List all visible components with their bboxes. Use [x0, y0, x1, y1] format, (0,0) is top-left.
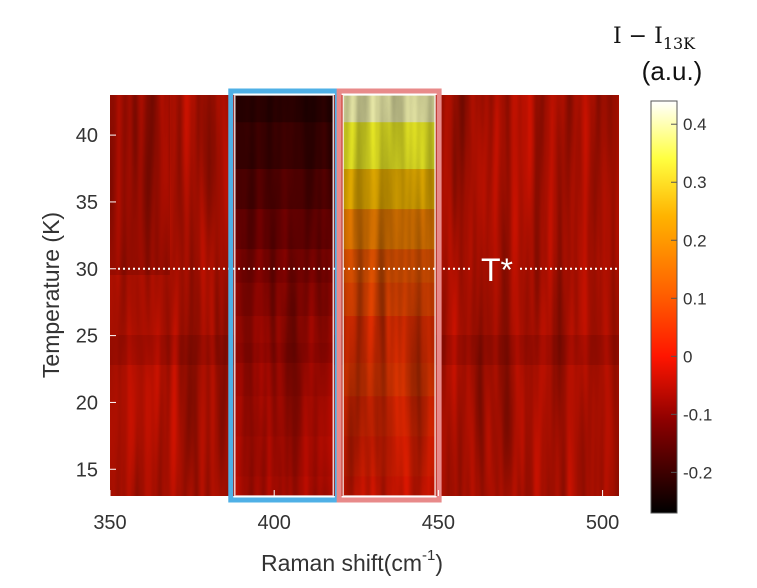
- x-tick-label: 350: [93, 512, 126, 534]
- colorbar-tick-label: 0.1: [683, 289, 707, 308]
- colorbar-tick-label: 0.2: [683, 231, 707, 250]
- colorbar-units: (a.u.): [642, 56, 703, 86]
- colorbar-ticks: -0.2 -0.1 0 0.1 0.2 0.3 0.4: [671, 115, 712, 482]
- x-axis-title-superscript: -1: [422, 547, 435, 564]
- highlight-box-high-band-inner: [342, 94, 436, 497]
- colorbar-title: I − I13K: [613, 24, 696, 53]
- x-axis-ticks: 350 400 450 500: [93, 490, 619, 534]
- colorbar-gradient: [650, 100, 678, 514]
- highlight-box-low-band-inner: [234, 94, 335, 497]
- colorbar-title-main: I − I: [613, 24, 663, 49]
- y-axis-ticks: 15 20 25 30 35 40: [76, 125, 116, 481]
- colorbar-tick-label: 0.3: [683, 173, 707, 192]
- y-axis-title: Temperature (K): [38, 212, 64, 378]
- y-tick-label: 35: [76, 192, 98, 214]
- tstar-annotation: T*: [481, 252, 513, 288]
- colorbar-tick-label: 0: [683, 347, 692, 366]
- y-tick-label: 40: [76, 125, 98, 147]
- colorbar: -0.2 -0.1 0 0.1 0.2 0.3 0.4: [650, 100, 712, 514]
- colorbar-title-subscript: 13K: [663, 34, 696, 53]
- x-axis-title: Raman shift(cm-1): [261, 547, 443, 576]
- highlight-box-high-band: [336, 88, 442, 503]
- y-tick-label: 15: [76, 459, 98, 481]
- colorbar-tick-label: 0.4: [683, 115, 707, 134]
- heatmap-streak-texture: [110, 95, 619, 496]
- x-axis-title-text: Raman shift(cm: [261, 550, 422, 576]
- colorbar-tick-label: -0.1: [683, 405, 712, 424]
- y-tick-label: 25: [76, 326, 98, 348]
- colorbar-tick-label: -0.2: [683, 463, 712, 482]
- x-tick-label: 400: [258, 512, 291, 534]
- x-axis-title-suffix: ): [435, 550, 443, 576]
- y-tick-label: 30: [76, 259, 98, 281]
- heatmap-plot-area: [110, 95, 619, 496]
- x-tick-label: 450: [422, 512, 455, 534]
- x-tick-label: 500: [586, 512, 619, 534]
- y-tick-label: 20: [76, 392, 98, 414]
